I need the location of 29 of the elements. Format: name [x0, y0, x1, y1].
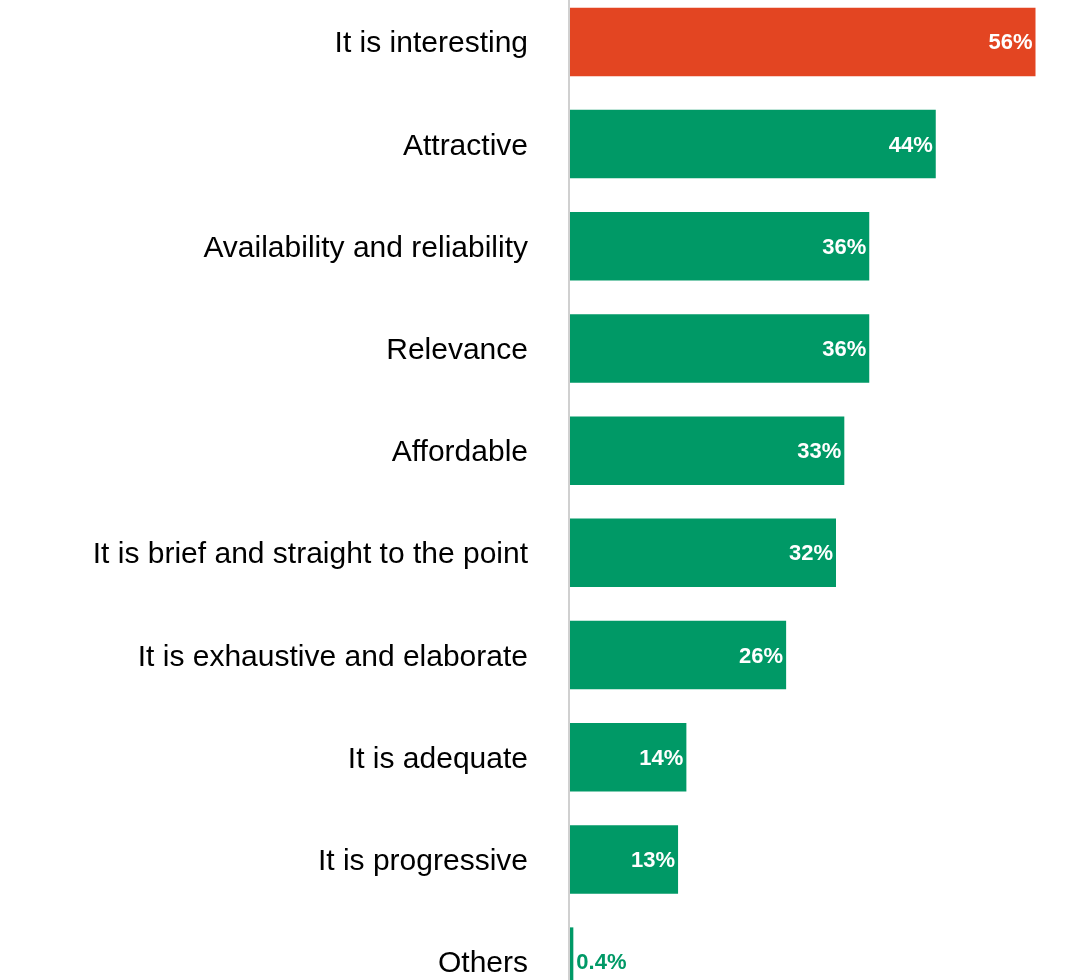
- y-tick-label: It is exhaustive and elaborate: [137, 638, 528, 672]
- bar: [570, 722, 687, 792]
- data-label: 32%: [788, 540, 833, 566]
- data-label: 0.4%: [576, 949, 627, 975]
- data-label: 14%: [639, 744, 684, 770]
- data-label: 13%: [631, 846, 676, 872]
- data-label: 56%: [988, 29, 1033, 55]
- bar: [570, 7, 1036, 77]
- y-tick-label: It is progressive: [317, 842, 528, 876]
- data-label: 36%: [822, 233, 867, 259]
- data-label: 36%: [822, 335, 867, 361]
- y-tick-label: Others: [437, 945, 528, 979]
- bar: [570, 518, 836, 588]
- bar: [570, 212, 870, 281]
- data-label: 44%: [888, 131, 933, 157]
- y-tick-label: Attractive: [402, 127, 528, 161]
- bar: [570, 109, 936, 179]
- y-tick-label: It is brief and straight to the point: [92, 536, 529, 570]
- y-tick-label: Affordable: [391, 434, 528, 468]
- y-tick-label: Relevance: [386, 331, 528, 365]
- y-tick-label: It is interesting: [334, 25, 528, 59]
- bar: [570, 825, 679, 894]
- y-tick-label: Availability and reliability: [203, 229, 528, 263]
- data-label: 26%: [739, 642, 784, 668]
- bar: [570, 314, 870, 383]
- bar: [570, 416, 845, 485]
- bar: [570, 620, 787, 690]
- data-label: 33%: [797, 438, 842, 464]
- y-tick-label: It is adequate: [347, 740, 528, 774]
